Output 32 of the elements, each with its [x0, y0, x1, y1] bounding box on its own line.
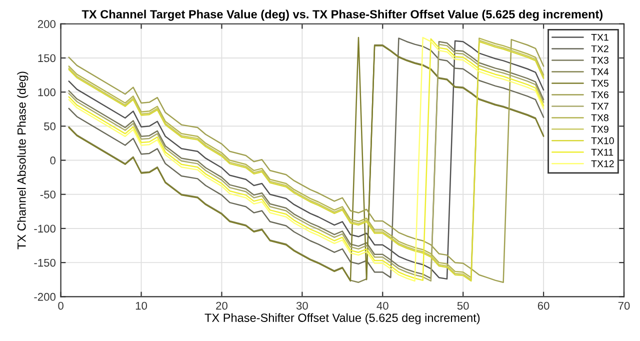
y-tick-label: 100: [38, 88, 56, 96]
x-tick-label: 20: [216, 302, 228, 310]
y-tick-label: 0: [50, 156, 56, 164]
y-axis-title: TX Channel Absolute Phase (deg): [17, 72, 28, 250]
legend-label: TX7: [591, 102, 608, 110]
legend-label: TX5: [591, 80, 608, 87]
legend-label: TX1: [591, 34, 608, 41]
x-tick-label: 70: [618, 302, 630, 310]
x-tick-label: 30: [296, 302, 308, 310]
x-tick-label: 40: [376, 302, 388, 310]
x-tick-label: 10: [136, 302, 148, 310]
legend-label: TX10: [591, 137, 614, 144]
x-tick-label: 0: [58, 302, 64, 310]
legend-label: TX3: [591, 56, 608, 64]
legend-label: TX2: [591, 45, 608, 52]
x-tick-label: 60: [538, 302, 550, 310]
legend-label: TX9: [591, 126, 608, 133]
y-tick-label: 50: [44, 122, 56, 130]
legend-label: TX12: [591, 160, 614, 168]
legend-label: TX8: [591, 114, 608, 122]
y-tick-label: -150: [34, 258, 56, 267]
x-tick-label: 50: [457, 302, 469, 310]
chart-title: TX Channel Target Phase Value (deg) vs. TX Phase-Shifter Offset Value (5.625 deg increment): [82, 10, 603, 21]
y-tick-label: 200: [38, 20, 56, 28]
legend-label: TX4: [591, 68, 609, 76]
x-axis-title: TX Phase-Shifter Offset Value (5.625 deg increment): [204, 313, 480, 324]
y-tick-label: -100: [34, 224, 56, 233]
y-tick-label: -200: [34, 292, 56, 301]
legend-label: TX6: [591, 91, 608, 98]
y-tick-label: 150: [38, 54, 56, 62]
legend-label: TX11: [591, 148, 614, 156]
y-tick-label: -50: [40, 190, 56, 199]
